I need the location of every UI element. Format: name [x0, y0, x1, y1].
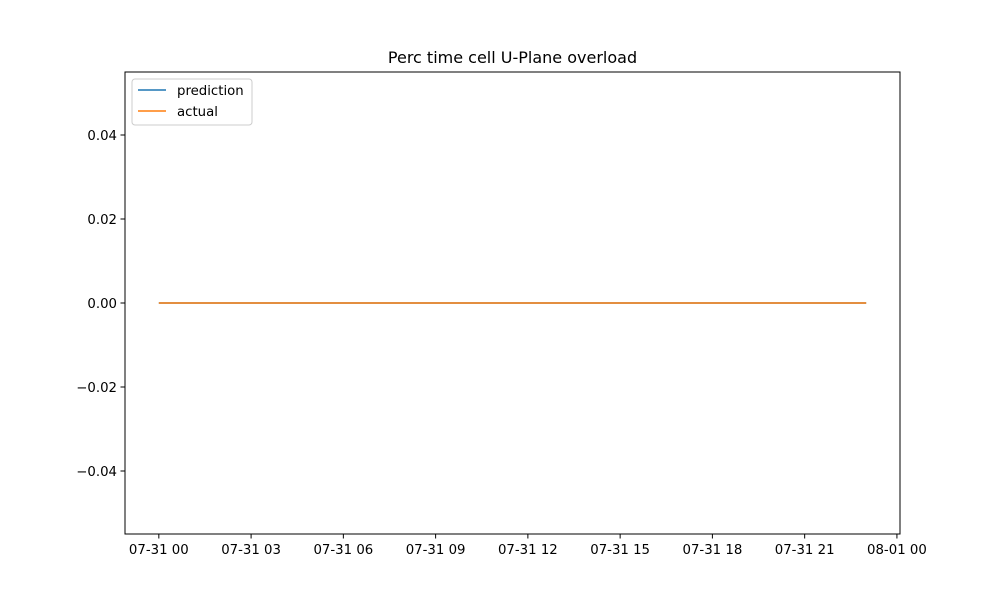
- y-tick-label: −0.02: [76, 381, 117, 396]
- y-tick-label: 0.02: [87, 213, 117, 228]
- x-tick-label: 07-31 12: [498, 543, 558, 558]
- x-tick-label: 07-31 15: [590, 543, 650, 558]
- legend-label-actual: actual: [177, 105, 218, 120]
- legend: prediction actual: [131, 78, 253, 126]
- legend-label-prediction: prediction: [177, 84, 244, 99]
- x-tick-label: 07-31 21: [775, 543, 835, 558]
- y-tick-label: 0.00: [87, 297, 117, 312]
- y-axis: 0.04 0.02 0.00 −0.02 −0.04: [76, 129, 125, 480]
- x-tick-label: 07-31 00: [129, 543, 189, 558]
- x-tick-label: 07-31 03: [221, 543, 281, 558]
- x-tick-label: 07-31 06: [313, 543, 373, 558]
- x-tick-label: 08-01 00: [867, 543, 927, 558]
- chart-title: Perc time cell U-Plane overload: [388, 48, 637, 67]
- x-tick-label: 07-31 09: [406, 543, 466, 558]
- x-axis: 07-31 00 07-31 03 07-31 06 07-31 09 07-31 12…: [129, 534, 927, 558]
- y-tick-label: −0.04: [76, 465, 117, 480]
- x-tick-label: 07-31 18: [683, 543, 743, 558]
- y-tick-label: 0.04: [87, 129, 117, 144]
